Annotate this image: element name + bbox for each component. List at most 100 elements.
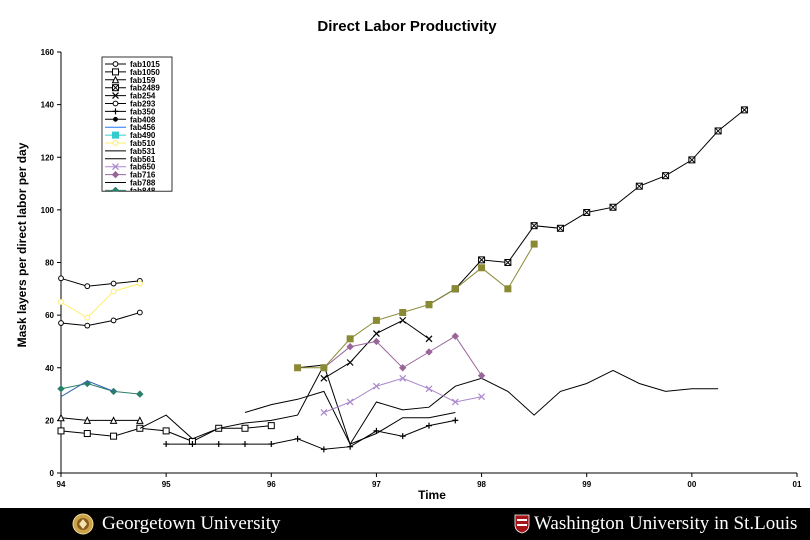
georgetown-university-text: Georgetown University — [102, 513, 281, 534]
data-point — [112, 92, 119, 100]
data-point — [346, 342, 354, 351]
data-point — [83, 416, 92, 424]
legend-label: fab2489 — [130, 84, 160, 93]
series-line — [139, 364, 325, 440]
data-point-cross — [478, 256, 485, 264]
data-point — [372, 316, 380, 324]
data-point — [111, 186, 120, 192]
series-line — [60, 382, 140, 395]
data-point — [451, 332, 459, 340]
data-point — [373, 330, 380, 337]
data-point-cross — [557, 224, 564, 232]
legend-item-fab254: fab254 — [105, 92, 156, 101]
series-line — [60, 277, 140, 287]
series-line — [323, 319, 430, 379]
data-point — [84, 283, 91, 290]
series-fab254 — [320, 316, 433, 382]
series-fab531 — [297, 364, 719, 446]
x-tick-label: 94 — [57, 480, 66, 489]
data-point — [346, 335, 354, 343]
data-point — [58, 275, 64, 282]
data-point-cross — [662, 172, 669, 180]
y-tick-label: 40 — [45, 364, 54, 373]
data-point — [425, 348, 433, 356]
x-tick-label: 97 — [372, 480, 381, 489]
legend-item-fab1015: fab1015 — [105, 60, 160, 69]
data-point — [451, 285, 459, 293]
legend-label: fab490 — [130, 131, 156, 140]
data-point-cross — [688, 156, 696, 164]
legend-item-fab561: fab561 — [105, 155, 156, 164]
series-line — [60, 380, 114, 398]
x-tick-label: 98 — [477, 480, 486, 489]
data-point — [399, 433, 406, 440]
series-line — [297, 364, 719, 446]
data-point — [109, 416, 118, 424]
series-line — [297, 243, 535, 369]
y-tick-label: 20 — [45, 416, 54, 425]
legend-item-fab293: fab293 — [105, 100, 156, 109]
legend-label: fab848 — [130, 186, 156, 195]
data-point-cross — [609, 203, 617, 211]
x-tick-label: 01 — [793, 480, 802, 489]
y-tick-label: 160 — [41, 48, 55, 57]
data-point — [215, 441, 222, 448]
data-point — [136, 424, 144, 432]
series-fab848 — [57, 379, 144, 398]
y-tick-label: 140 — [41, 101, 55, 110]
data-point — [83, 430, 91, 438]
data-point — [58, 299, 64, 305]
legend-label: fab510 — [130, 139, 156, 148]
series-fab159 — [57, 413, 144, 424]
data-point — [268, 441, 275, 448]
data-point — [504, 285, 512, 293]
data-point — [320, 409, 328, 416]
data-point — [110, 317, 117, 324]
data-point-cross — [741, 106, 748, 114]
series-line — [244, 390, 456, 445]
data-point-cross — [714, 127, 722, 135]
data-point — [372, 337, 381, 346]
data-point — [84, 322, 91, 329]
data-point — [84, 314, 91, 321]
y-tick-label: 80 — [45, 259, 54, 268]
data-point — [110, 432, 118, 440]
x-axis-label: Time — [418, 488, 446, 502]
series-fab2489 — [425, 106, 748, 309]
legend-item-fab490: fab490 — [105, 131, 156, 140]
data-point — [425, 385, 433, 393]
data-point — [162, 427, 170, 435]
data-point-cross — [635, 182, 643, 190]
legend-item-fab1050: fab1050 — [105, 68, 160, 77]
series-fab788 — [139, 364, 325, 440]
data-point — [57, 427, 65, 435]
washu-brand: Washington University in St.Louis — [514, 512, 797, 536]
legend-item-fab650: fab650 — [105, 163, 156, 172]
series-layer — [57, 106, 748, 453]
data-point — [452, 417, 459, 424]
data-point — [112, 108, 119, 115]
data-point — [294, 364, 302, 372]
data-point — [113, 116, 118, 122]
data-point — [111, 170, 120, 179]
series-fab716 — [320, 332, 486, 380]
data-point — [320, 364, 328, 372]
data-point — [136, 390, 144, 398]
x-tick-label: 95 — [162, 480, 171, 489]
georgetown-seal-icon — [72, 513, 94, 535]
chart: Direct Labor Productivity Mask layers pe… — [15, 18, 802, 502]
data-point — [112, 131, 119, 139]
legend-label: fab159 — [130, 76, 156, 85]
data-point — [241, 424, 249, 432]
washu-shield-icon — [514, 514, 530, 534]
data-point — [58, 320, 64, 326]
data-point — [112, 100, 119, 107]
data-point — [57, 413, 65, 422]
series-line — [60, 283, 141, 319]
legend-label: fab716 — [130, 171, 156, 180]
series-fab891 — [60, 380, 114, 398]
legend-item-fab531: fab531 — [105, 147, 156, 156]
